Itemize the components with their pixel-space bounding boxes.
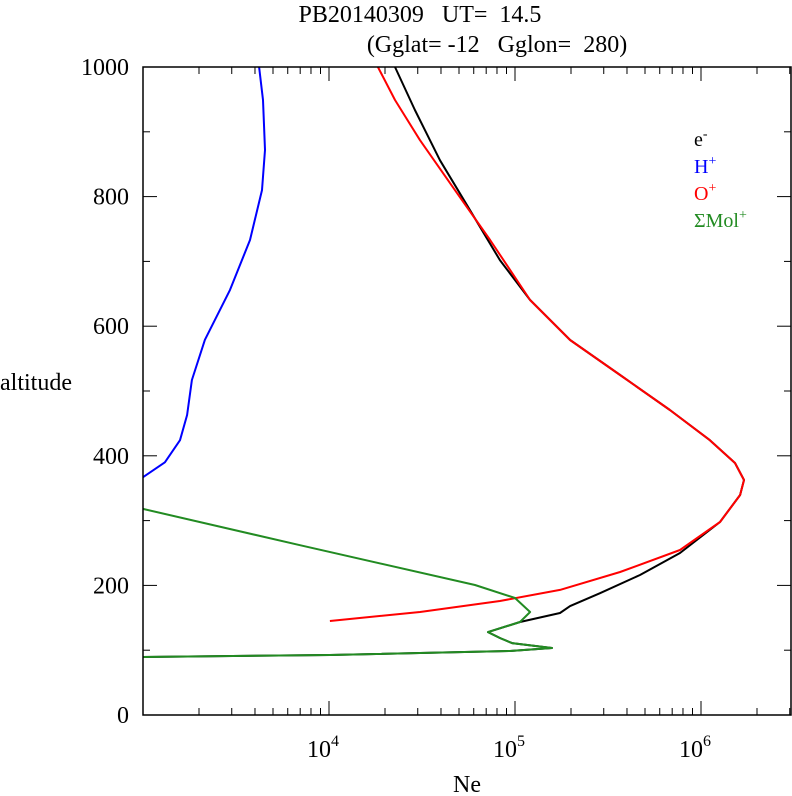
series-line-2	[329, 66, 745, 622]
chart-subtitle: (Gglat= -12 Gglon= 280)	[367, 32, 627, 58]
y-axis-label: altitude	[0, 370, 72, 396]
legend-entry-0: e-	[694, 127, 708, 151]
axis-ticks: 0 200 400 600 800 1000 104 105 106	[81, 55, 791, 763]
legend-entry-3: ΣMol+	[694, 208, 747, 232]
series-line-0	[142, 66, 745, 658]
y-tick-label: 600	[93, 314, 129, 340]
legend-entry-2: O+	[694, 181, 716, 205]
y-tick-label: 1000	[81, 55, 129, 81]
x-tick-label: 105	[493, 733, 525, 763]
series-line-1	[142, 66, 266, 479]
y-tick-label: 800	[93, 185, 129, 211]
x-tick-label: 104	[307, 733, 339, 763]
x-tick-label: 106	[679, 733, 711, 763]
legend-entry-1: H+	[694, 154, 716, 178]
series-line-3	[142, 507, 553, 658]
y-tick-label: 400	[93, 444, 129, 470]
y-tick-label: 0	[117, 703, 129, 729]
legend: e- H+ O+ ΣMol+	[694, 127, 747, 232]
x-axis-label: Ne	[453, 772, 481, 796]
series-layer	[142, 66, 745, 658]
y-tick-label: 200	[93, 573, 129, 599]
chart-title: PB20140309 UT= 14.5	[299, 2, 542, 28]
